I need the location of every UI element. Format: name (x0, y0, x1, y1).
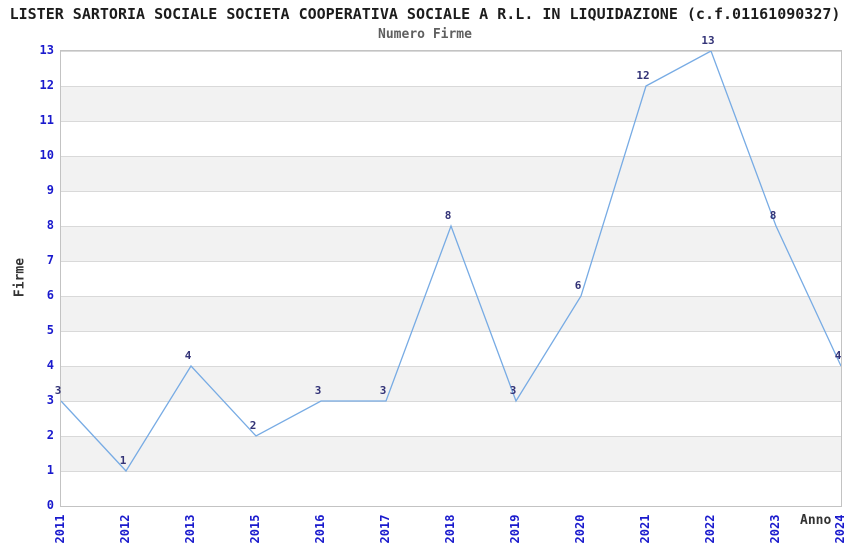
chart-subtitle: Numero Firme (378, 27, 472, 42)
y-tick-label: 9 (46, 183, 54, 197)
x-tick-label: 2024 (833, 514, 847, 544)
y-tick-label: 1 (46, 463, 54, 477)
plot-area (60, 50, 842, 507)
x-tick-label: 2011 (53, 514, 67, 544)
y-tick-label: 4 (46, 358, 54, 372)
y-tick-label: 2 (46, 428, 54, 442)
y-axis-title: Firme (12, 257, 28, 298)
x-tick-label: 2021 (638, 514, 652, 544)
data-point-label: 2 (249, 419, 257, 432)
data-point-label: 1 (119, 454, 127, 467)
data-point-label: 3 (314, 384, 322, 397)
data-point-label: 8 (769, 209, 777, 222)
data-point-label: 3 (379, 384, 387, 397)
y-tick-label: 6 (46, 288, 54, 302)
y-tick-label: 13 (39, 43, 54, 57)
x-tick-label: 2015 (248, 514, 262, 544)
data-point-label: 13 (701, 34, 715, 47)
data-point-label: 6 (574, 279, 582, 292)
data-point-label: 3 (509, 384, 517, 397)
x-tick-label: 2023 (768, 514, 782, 544)
y-tick-label: 8 (46, 218, 54, 232)
x-tick-label: 2012 (118, 514, 132, 544)
y-tick-label: 0 (46, 498, 54, 512)
x-tick-label: 2013 (183, 514, 197, 544)
y-tick-label: 12 (39, 78, 54, 92)
data-point-label: 4 (184, 349, 192, 362)
line-series-svg (61, 51, 841, 473)
chart-title: LISTER SARTORIA SOCIALE SOCIETA COOPERAT… (9, 5, 841, 23)
data-point-label: 12 (636, 69, 650, 82)
data-point-label: 3 (54, 384, 62, 397)
data-line (61, 51, 841, 473)
y-tick-label: 10 (39, 148, 54, 162)
y-tick-label: 3 (46, 393, 54, 407)
x-tick-label: 2018 (443, 514, 457, 544)
x-tick-label: 2020 (573, 514, 587, 544)
x-tick-label: 2019 (508, 514, 522, 544)
x-axis-title: Anno (800, 513, 832, 528)
x-tick-label: 2016 (313, 514, 327, 544)
data-point-label: 4 (834, 349, 842, 362)
x-tick-label: 2017 (378, 514, 392, 544)
y-tick-label: 7 (46, 253, 54, 267)
x-tick-label: 2022 (703, 514, 717, 544)
y-tick-label: 11 (39, 113, 54, 127)
y-tick-label: 5 (46, 323, 54, 337)
data-point-label: 8 (444, 209, 452, 222)
